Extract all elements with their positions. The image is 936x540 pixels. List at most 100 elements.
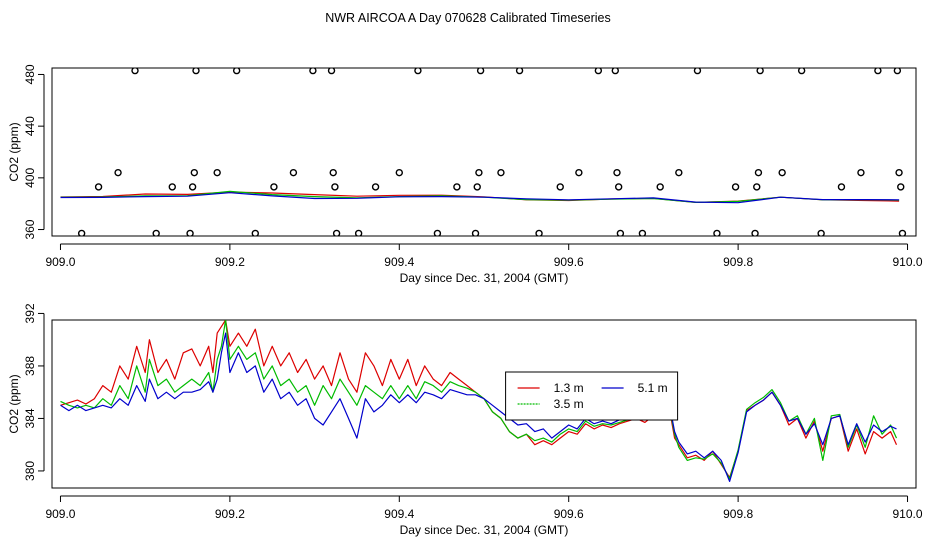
- top-scatter-point: [751, 229, 759, 236]
- top-y-tick-label: 440: [23, 116, 37, 136]
- top-scatter-point: [817, 229, 825, 236]
- top-scatter-point: [893, 68, 902, 75]
- bottom-y-tick-label: 384: [23, 408, 37, 428]
- top-scatter-point: [756, 68, 764, 75]
- top-scatter-point: [731, 183, 740, 191]
- bottom-legend-label: 1.3 m: [554, 381, 584, 395]
- top-x-tick-label: 909.2: [215, 255, 245, 269]
- top-scatter-point: [354, 229, 363, 236]
- bottom-x-axis-label: Day since Dec. 31, 2004 (GMT): [400, 523, 569, 537]
- top-scatter-point: [213, 168, 221, 177]
- bottom-series-line-5-1-m: [60, 332, 897, 482]
- top-scatter-point: [395, 168, 403, 177]
- top-scatter-point: [874, 68, 882, 75]
- top-scatter-point: [857, 168, 865, 177]
- top-scatter-point: [898, 229, 907, 236]
- top-scatter-point: [753, 183, 761, 191]
- top-scatter-point: [327, 68, 336, 75]
- top-scatter-point: [895, 168, 903, 177]
- bottom-legend: 1.3 m 5.1 m 3.5 m: [505, 371, 679, 421]
- top-y-axis-label: CO2 (ppm): [7, 122, 21, 181]
- top-scatter-point: [616, 229, 625, 236]
- top-scatter-point: [656, 183, 664, 191]
- top-scatter-point: [594, 68, 603, 75]
- top-x-tick-label: 909.8: [723, 255, 753, 269]
- bottom-series-line-3-5-m: [60, 320, 898, 480]
- top-scatter-point: [131, 68, 139, 75]
- top-scatter-point: [168, 183, 176, 191]
- bottom-y-axis-label: CO2 (ppm): [7, 374, 21, 433]
- bottom-x-tick-label: 909.2: [215, 507, 245, 521]
- top-scatter-point: [476, 68, 485, 75]
- top-scatter-point: [614, 183, 623, 191]
- top-scatter-point: [611, 68, 619, 75]
- top-scatter-point: [575, 168, 583, 177]
- top-x-tick-label: 909.0: [45, 255, 75, 269]
- top-scatter-point: [475, 168, 483, 177]
- bottom-y-tick-label: 392: [23, 303, 37, 323]
- top-scatter-point: [638, 229, 647, 236]
- bottom-plot-frame: [51, 319, 917, 489]
- top-scatter-point: [473, 183, 481, 191]
- bottom-plot-area: [60, 320, 898, 482]
- bottom-x-tick-label: 909.6: [554, 507, 584, 521]
- top-scatter-point: [797, 68, 806, 75]
- top-scatter-point: [433, 229, 442, 236]
- top-scatter-point: [270, 183, 278, 191]
- top-scatter-point: [897, 183, 905, 191]
- top-scatter-point: [535, 229, 543, 236]
- top-x-tick-label: 910.0: [893, 255, 923, 269]
- top-scatter-point: [414, 68, 422, 75]
- top-plot-frame: [51, 67, 917, 237]
- bottom-legend-label: 5.1 m: [638, 381, 668, 395]
- bottom-legend-box: [505, 371, 679, 421]
- top-scatter-point: [453, 183, 461, 191]
- top-scatter-point: [332, 229, 341, 236]
- top-scatter-point: [289, 168, 298, 177]
- bottom-x-tick-label: 909.0: [45, 507, 75, 521]
- top-scatter-point: [77, 229, 86, 236]
- top-scatter-point: [837, 183, 846, 191]
- bottom-x-tick-label: 909.4: [384, 507, 414, 521]
- bottom-series-line-1-3-m: [60, 320, 898, 479]
- bottom-legend-label: 3.5 m: [554, 397, 584, 411]
- top-x-tick-label: 909.4: [384, 255, 414, 269]
- top-scatter-point: [94, 183, 103, 191]
- top-scatter-point: [371, 183, 380, 191]
- top-scatter-point: [471, 229, 480, 236]
- top-scatter-point: [515, 68, 524, 75]
- top-scatter-point: [754, 168, 763, 177]
- top-scatter-point: [778, 168, 786, 177]
- top-y-tick-label: 480: [23, 64, 37, 84]
- top-plot-area: [60, 68, 907, 236]
- top-scatter-point: [190, 168, 199, 177]
- top-scatter-point: [556, 183, 564, 191]
- bottom-panel: 909.0 909.2 909.4 909.6 909.8 910.0 Day since …: [7, 303, 923, 537]
- top-scatter-point: [675, 168, 683, 177]
- top-scatter-point: [192, 68, 200, 75]
- top-y-tick-label: 360: [23, 219, 37, 239]
- top-panel: 909.0 909.2 909.4 909.6 909.8 910.0 Day since …: [7, 64, 923, 285]
- top-scatter-point: [713, 229, 721, 236]
- top-scatter-point: [309, 68, 317, 75]
- bottom-y-tick-label: 388: [23, 356, 37, 376]
- top-scatter-point: [329, 168, 337, 177]
- bottom-x-tick-label: 910.0: [893, 507, 923, 521]
- chart-title: NWR AIRCOA A Day 070628 Calibrated Times…: [325, 11, 611, 25]
- top-scatter-point: [613, 168, 621, 177]
- top-scatter-point: [152, 229, 160, 236]
- top-x-tick-label: 909.6: [554, 255, 584, 269]
- top-scatter-point: [188, 183, 197, 191]
- top-x-axis-label: Day since Dec. 31, 2004 (GMT): [400, 271, 569, 285]
- top-scatter-point: [251, 229, 259, 236]
- top-scatter-point: [497, 168, 505, 177]
- top-y-tick-label: 400: [23, 168, 37, 188]
- top-series-line-5-1-m: [60, 192, 900, 204]
- bottom-x-tick-label: 909.8: [723, 507, 753, 521]
- top-scatter-point: [331, 183, 339, 191]
- top-scatter-point: [186, 229, 194, 236]
- top-scatter-point: [232, 68, 241, 75]
- top-scatter-point: [693, 68, 702, 75]
- bottom-y-tick-label: 380: [23, 461, 37, 481]
